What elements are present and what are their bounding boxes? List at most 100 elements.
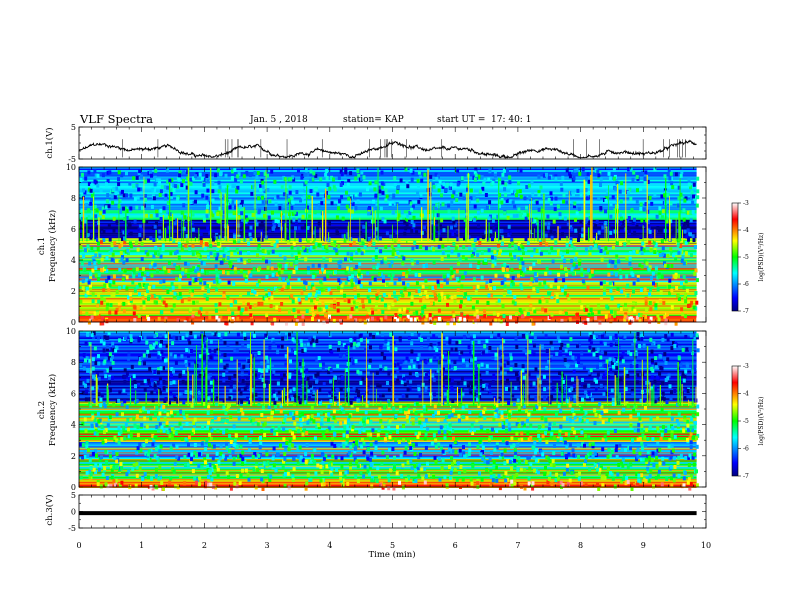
- ch2-spectrogram-cell: [85, 356, 89, 361]
- ch1-spectrogram-cell: [401, 293, 405, 298]
- ch1-spectrogram-cell: [431, 301, 435, 306]
- ch1-spectrogram-row: [79, 309, 697, 312]
- ch2-spectrogram-cell: [263, 433, 267, 437]
- ch1-spectrogram-cell: [356, 302, 360, 307]
- ch1-spectrogram-cell: [545, 299, 549, 304]
- ch1-spectrogram-cell: [181, 271, 185, 276]
- ch2-spectrogram-cell: [555, 351, 559, 356]
- ch2-spectrogram-cell: [376, 433, 380, 438]
- ch1-spectrogram-cell: [463, 236, 466, 241]
- ch1-spectrogram-cell: [660, 274, 664, 279]
- ch1-spectrogram-cell: [142, 300, 146, 305]
- ch1-spectrogram-cell: [691, 200, 695, 205]
- ch2-spectrogram-cell: [581, 377, 584, 382]
- ch1-spectrogram-cell: [157, 316, 161, 321]
- ch1-spectrogram-cell: [209, 244, 213, 249]
- ch1-spectrogram-cell: [284, 264, 288, 268]
- ch2-spectrogram-cell: [636, 373, 640, 378]
- ch1-spectrogram-cell: [300, 196, 304, 201]
- ch2-spectrogram-cell: [650, 375, 654, 380]
- ch2-spectrogram-cell: [240, 366, 244, 371]
- ch2-spectrogram-cell: [404, 360, 408, 365]
- ch1-spectrogram-cell: [421, 284, 425, 289]
- ch1-spectrogram-cell: [570, 227, 574, 232]
- ch1-spectrogram-cell: [410, 295, 414, 300]
- ch2-spectrogram-cell: [693, 421, 697, 425]
- ch2-spectrogram-cell: [136, 433, 140, 438]
- ch1-spectrogram-cell: [455, 269, 459, 274]
- ch1-spectrogram-cell: [105, 279, 109, 283]
- ch2-spectrogram-row: [79, 388, 697, 391]
- ch1-spectrogram-cell: [500, 200, 504, 205]
- ch1-spectrogram-cell: [496, 312, 500, 317]
- ch1-spectrogram-cell: [498, 251, 501, 256]
- ch2-spectrogram-cell: [568, 403, 572, 408]
- ch1-spectrogram-cell: [132, 271, 136, 276]
- ch1-spectrogram-cell: [693, 245, 697, 249]
- ch1-spectrogram-cell: [106, 193, 110, 198]
- ch2-spectrogram-cell: [102, 341, 106, 346]
- ch1-spectrogram-cell: [607, 171, 611, 176]
- ch1-spectrogram-cell: [550, 235, 554, 240]
- ch2-spectrogram-row: [79, 359, 697, 362]
- ch1-spectrogram-cell: [445, 182, 449, 187]
- ch2-spectrogram-cell: [580, 418, 584, 423]
- ch1-spectrogram-cell: [317, 263, 321, 268]
- ch2-spectrogram-cell: [405, 414, 409, 419]
- ch1-spectrogram-cell: [215, 273, 219, 278]
- ch1-spectrogram-cell: [630, 319, 633, 324]
- ch2-spectrogram-cell: [219, 418, 223, 423]
- ch1-spectrogram-cell: [374, 180, 378, 185]
- ch1-spectrogram-cell: [328, 186, 332, 191]
- ch1-spectrogram-cell: [393, 298, 397, 303]
- ch1-spectrogram-cell: [368, 309, 372, 314]
- ch2-spectrogram-cell: [329, 399, 333, 404]
- ch1-spectrogram-cell: [303, 248, 307, 253]
- ch2-spectrogram-cell: [599, 362, 603, 367]
- ch2-spectrogram-cell: [149, 383, 153, 388]
- ch1-spectrogram-cell: [670, 251, 674, 256]
- ch2-spectrogram-cell: [184, 390, 188, 395]
- ch2-spectrogram-cell: [532, 343, 536, 348]
- ch1-spectrogram-cell: [502, 168, 506, 173]
- ch1-spectrogram-cell: [349, 243, 353, 247]
- ch1-spectrogram-cell: [468, 297, 472, 302]
- ch2-spectrogram-row: [79, 366, 697, 368]
- ch1-spectrogram-cell: [652, 301, 656, 306]
- ch2-spectrogram-cell: [478, 373, 482, 378]
- ch1-spectrogram-cell: [472, 251, 475, 256]
- ch1-spectrogram-cell: [261, 224, 265, 229]
- ch1-spectrogram-cell: [231, 200, 235, 205]
- ch1-spectrogram-cell: [188, 281, 192, 286]
- ch2-spectrogram-cell: [174, 484, 178, 489]
- ch2-spectrogram-cell: [281, 336, 285, 341]
- ch1-spectrogram-cell: [484, 193, 488, 197]
- ch2-spectrogram-cell: [492, 473, 496, 478]
- ch1-spectrogram-cell: [683, 198, 687, 203]
- ch2-spectrogram-cell: [402, 424, 405, 428]
- ch1-spectrogram-cell: [519, 168, 523, 173]
- ch1-spectrogram-cell: [648, 292, 652, 297]
- ch2-spectrogram-cell: [461, 392, 465, 397]
- ch1-spectrogram-cell: [376, 263, 380, 268]
- ch2-spectrogram-cell: [355, 440, 358, 445]
- ch1-spectrogram-cell: [685, 288, 689, 293]
- ch2-spectrogram-cell: [528, 350, 532, 355]
- ch1-spectrogram-cell: [234, 270, 238, 275]
- ch1-spectrogram-cell: [576, 188, 580, 193]
- ch2-spectrogram-cell: [569, 337, 573, 342]
- ch2-spectrogram-cell: [646, 437, 650, 441]
- ch2-spectrogram-cell: [473, 374, 477, 379]
- ch1-spectrogram-cell: [260, 221, 264, 226]
- ch2-spectrogram-image: [79, 331, 700, 491]
- ch1-spectrogram-cell: [330, 303, 334, 308]
- ch2-spectrogram-cell: [472, 334, 476, 339]
- ch2-spectrogram-cell: [667, 425, 671, 430]
- ch2-spectrogram-cell: [93, 418, 97, 422]
- ch1-spectrogram-cell: [135, 205, 139, 210]
- ch1-spectrogram-cell: [378, 189, 382, 194]
- ch1-spectrogram-cell: [309, 292, 313, 297]
- ch1-spectrogram-cell: [403, 286, 407, 291]
- ch1-spectrogram-cell: [473, 177, 477, 182]
- ch2-spectrogram-cell: [327, 484, 331, 489]
